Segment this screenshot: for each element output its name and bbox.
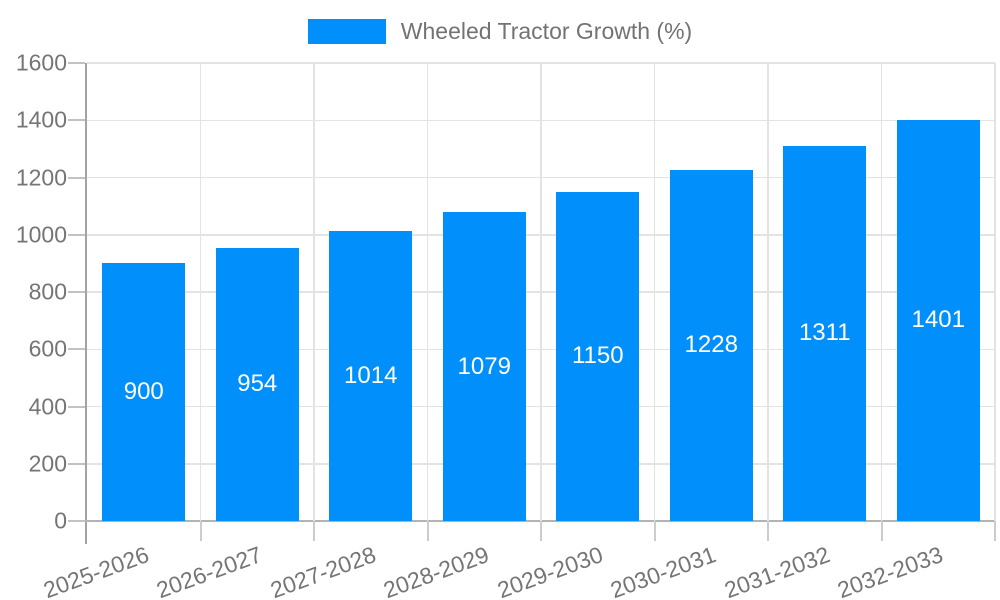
y-tick-label: 600 <box>28 335 67 362</box>
bar-value-label: 1401 <box>911 306 965 334</box>
y-tick-label: 400 <box>28 393 67 419</box>
legend-label[interactable]: Wheeled Tractor Growth (%) <box>400 18 693 44</box>
x-tick-label: 2030-2031 <box>607 541 720 600</box>
y-tick-mark <box>68 62 85 64</box>
x-tick-mark <box>540 521 542 541</box>
bar[interactable]: 954 <box>215 247 299 521</box>
bar[interactable]: 1401 <box>896 119 980 521</box>
gridline-vertical <box>653 63 656 521</box>
x-tick-label: 2028-2029 <box>380 541 493 600</box>
x-tick-label: 2026-2027 <box>153 541 266 600</box>
bar[interactable]: 1150 <box>556 191 640 521</box>
y-tick-label: 800 <box>28 278 67 305</box>
bar-value-label: 1079 <box>457 352 511 380</box>
bar-value-label: 1311 <box>798 319 851 347</box>
y-tick-label: 1000 <box>15 221 67 248</box>
y-tick-label: 1200 <box>15 164 67 190</box>
legend-swatch[interactable] <box>307 19 386 44</box>
bar-value-label: 954 <box>237 370 278 398</box>
y-tick-mark <box>68 462 85 465</box>
y-tick-mark <box>68 176 85 179</box>
x-tick-mark <box>653 521 656 541</box>
x-tick-label: 2025-2026 <box>39 541 152 600</box>
bar-value-label: 900 <box>123 378 164 406</box>
x-tick-mark <box>880 521 883 541</box>
plot-area: 0 200 400 600 800 1000 1200 1400 1600 900 2025-202… <box>16 51 996 600</box>
x-tick-label: 2032-2033 <box>834 541 947 600</box>
gridline-vertical <box>994 63 996 521</box>
y-tick-label: 0 <box>54 507 67 534</box>
y-tick-label: 1600 <box>15 49 67 76</box>
y-tick-mark <box>68 405 85 408</box>
gridline-vertical <box>540 63 542 521</box>
x-tick-label: 2027-2028 <box>266 541 379 600</box>
bar[interactable]: 900 <box>102 263 186 521</box>
bar[interactable]: 1311 <box>783 145 867 521</box>
x-tick-mark <box>994 521 996 541</box>
bar[interactable]: 1228 <box>669 169 753 521</box>
bar[interactable]: 1079 <box>442 212 526 521</box>
bar-value-label: 1014 <box>344 361 398 389</box>
y-tick-mark <box>68 348 85 351</box>
y-tick-mark <box>68 291 85 293</box>
y-tick-label: 1400 <box>15 106 67 133</box>
x-tick-label: 2031-2032 <box>720 541 833 600</box>
y-tick-mark <box>68 233 85 236</box>
x-tick-mark <box>199 521 202 541</box>
gridline-vertical <box>880 63 883 521</box>
gridline-vertical <box>199 63 202 521</box>
bar[interactable]: 1014 <box>329 230 413 521</box>
gridline-vertical <box>426 63 429 521</box>
bar-value-label: 1228 <box>684 331 738 359</box>
bar-value-label: 1150 <box>571 342 624 370</box>
y-tick-mark <box>68 119 85 122</box>
x-tick-mark <box>767 521 769 541</box>
legend[interactable]: Wheeled Tractor Growth (%) <box>0 19 1000 44</box>
y-tick-mark <box>68 520 85 522</box>
y-axis-line <box>85 63 87 544</box>
gridline-vertical <box>313 63 315 521</box>
gridline-vertical <box>767 63 769 521</box>
x-tick-label: 2029-2030 <box>493 541 606 600</box>
x-tick-mark <box>313 521 315 541</box>
y-tick-label: 200 <box>28 450 67 477</box>
x-tick-mark <box>426 521 429 541</box>
